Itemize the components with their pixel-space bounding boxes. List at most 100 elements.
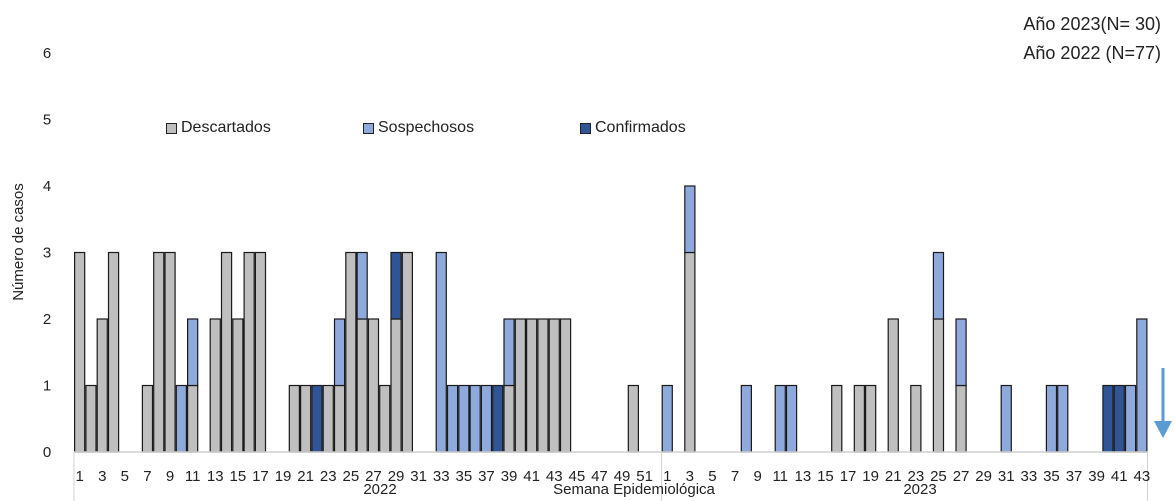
x-tick-label: 41 bbox=[1111, 468, 1128, 485]
legend-label-confirmados: Confirmados bbox=[595, 119, 686, 136]
x-tick-label: 9 bbox=[166, 468, 174, 485]
y-tick-label: 4 bbox=[43, 178, 51, 195]
bar-descartados bbox=[164, 251, 176, 453]
bar-descartados bbox=[333, 384, 346, 453]
x-tick-label: 29 bbox=[388, 468, 405, 485]
legend-label-sospechosos: Sospechosos bbox=[378, 119, 475, 136]
legend-item-confirmados: Confirmados bbox=[580, 119, 686, 137]
bar-descartados bbox=[300, 384, 312, 453]
y-tick-label: 5 bbox=[43, 112, 51, 129]
legend-item-sospechosos: Sospechosos bbox=[363, 119, 474, 137]
bar-descartados bbox=[187, 384, 199, 453]
x-tick-label: 39 bbox=[1088, 468, 1105, 485]
x-tick-label: 29 bbox=[975, 468, 992, 485]
x-tick-label: 37 bbox=[1066, 468, 1083, 485]
x-tick-label: 33 bbox=[1021, 468, 1038, 485]
legend-swatch-descartados bbox=[166, 122, 177, 134]
bar-descartados bbox=[232, 318, 244, 453]
x-tick-label: 23 bbox=[908, 468, 925, 485]
x-tick-label: 31 bbox=[410, 468, 427, 485]
bar-sospechosos bbox=[774, 384, 786, 453]
x-tick-label: 13 bbox=[207, 468, 224, 485]
bar-descartados bbox=[525, 318, 538, 453]
bar-descartados bbox=[831, 384, 843, 453]
x-tick-label: 35 bbox=[456, 468, 473, 485]
x-tick-label: 7 bbox=[731, 468, 739, 485]
x-tick-label: 5 bbox=[708, 468, 716, 485]
x-tick-label: 15 bbox=[817, 468, 834, 485]
x-tick-label: 39 bbox=[501, 468, 518, 485]
x-tick-label: 15 bbox=[230, 468, 247, 485]
bar-sospechosos bbox=[955, 318, 967, 387]
legend-swatch-confirmados bbox=[580, 122, 591, 134]
down-arrow-icon bbox=[1154, 368, 1172, 438]
bar-confirmados bbox=[1113, 384, 1125, 453]
bar-descartados bbox=[254, 251, 267, 453]
x-tick-label: 3 bbox=[686, 468, 694, 485]
x-tick-label: 11 bbox=[185, 468, 201, 485]
bar-sospechosos bbox=[684, 185, 696, 254]
y-axis: 0 1 2 3 4 5 6 bbox=[43, 45, 51, 461]
bar-descartados bbox=[684, 251, 696, 453]
bar-sospechosos bbox=[1136, 318, 1148, 453]
x-tick-label: 33 bbox=[433, 468, 450, 485]
x-tick-label: 5 bbox=[121, 468, 129, 485]
x-tick-label: 43 bbox=[546, 468, 563, 485]
annotation-2022-total: Año 2022 (N=77) bbox=[1023, 43, 1161, 63]
x-group-label-2023: 2023 bbox=[903, 481, 936, 498]
x-tick-label: 23 bbox=[320, 468, 337, 485]
bar-descartados bbox=[209, 318, 221, 453]
bar-sospechosos bbox=[458, 384, 470, 453]
x-tick-label: 21 bbox=[885, 468, 902, 485]
bar-descartados bbox=[379, 384, 391, 453]
x-tick-label: 1 bbox=[663, 468, 671, 485]
x-tick-label: 13 bbox=[795, 468, 812, 485]
y-tick-label: 2 bbox=[43, 311, 51, 328]
bar-descartados bbox=[356, 318, 368, 453]
bar-descartados bbox=[322, 384, 334, 453]
x-tick-label: 17 bbox=[840, 468, 857, 485]
bar-descartados bbox=[864, 384, 877, 453]
bar-sospechosos bbox=[740, 384, 752, 453]
x-tick-label: 31 bbox=[998, 468, 1015, 485]
x-tick-label: 1 bbox=[75, 468, 83, 485]
annotation-2023-total: Año 2023(N= 30) bbox=[1023, 14, 1161, 34]
bar-sospechosos bbox=[435, 251, 447, 453]
bar-descartados bbox=[955, 384, 967, 453]
y-tick-label: 1 bbox=[43, 378, 51, 395]
bar-descartados bbox=[345, 251, 357, 453]
legend-item-descartados: Descartados bbox=[166, 119, 271, 137]
x-tick-label: 51 bbox=[636, 468, 653, 485]
bar-descartados bbox=[243, 251, 255, 453]
bar-sospechosos bbox=[480, 384, 493, 453]
bar-sospechosos bbox=[1000, 384, 1012, 453]
bar-descartados bbox=[367, 318, 380, 453]
x-tick-label: 9 bbox=[753, 468, 761, 485]
x-tick-label: 47 bbox=[591, 468, 608, 485]
bar-descartados bbox=[627, 384, 639, 453]
x-tick-label: 35 bbox=[1043, 468, 1060, 485]
bar-confirmados bbox=[390, 251, 402, 320]
bar-descartados bbox=[887, 318, 899, 453]
bar-descartados bbox=[537, 318, 549, 453]
bar-confirmados bbox=[1102, 384, 1114, 453]
bar-sospechosos bbox=[187, 318, 199, 387]
y-tick-label: 3 bbox=[43, 245, 51, 262]
legend-label-descartados: Descartados bbox=[181, 119, 271, 136]
bar-descartados bbox=[153, 251, 165, 453]
bars-layer bbox=[73, 185, 1148, 453]
bar-sospechosos bbox=[932, 251, 945, 320]
x-axis: 1 3 5 7 9 11 13 15 17 19 21 23 25 27 29 31 33 35 37 39 41 43 4… bbox=[73, 451, 1151, 501]
x-tick-label: 21 bbox=[297, 468, 314, 485]
x-tick-label: 11 bbox=[772, 468, 788, 485]
x-tick-label: 45 bbox=[569, 468, 586, 485]
bar-sospechosos bbox=[469, 384, 481, 453]
bar-sospechosos bbox=[333, 318, 346, 387]
bar-descartados bbox=[96, 318, 108, 453]
x-tick-label: 37 bbox=[478, 468, 495, 485]
x-tick-label: 27 bbox=[953, 468, 970, 485]
bar-sospechosos bbox=[785, 384, 798, 453]
x-tick-label: 43 bbox=[1134, 468, 1151, 485]
x-tick-label: 19 bbox=[862, 468, 879, 485]
x-tick-label: 41 bbox=[523, 468, 540, 485]
